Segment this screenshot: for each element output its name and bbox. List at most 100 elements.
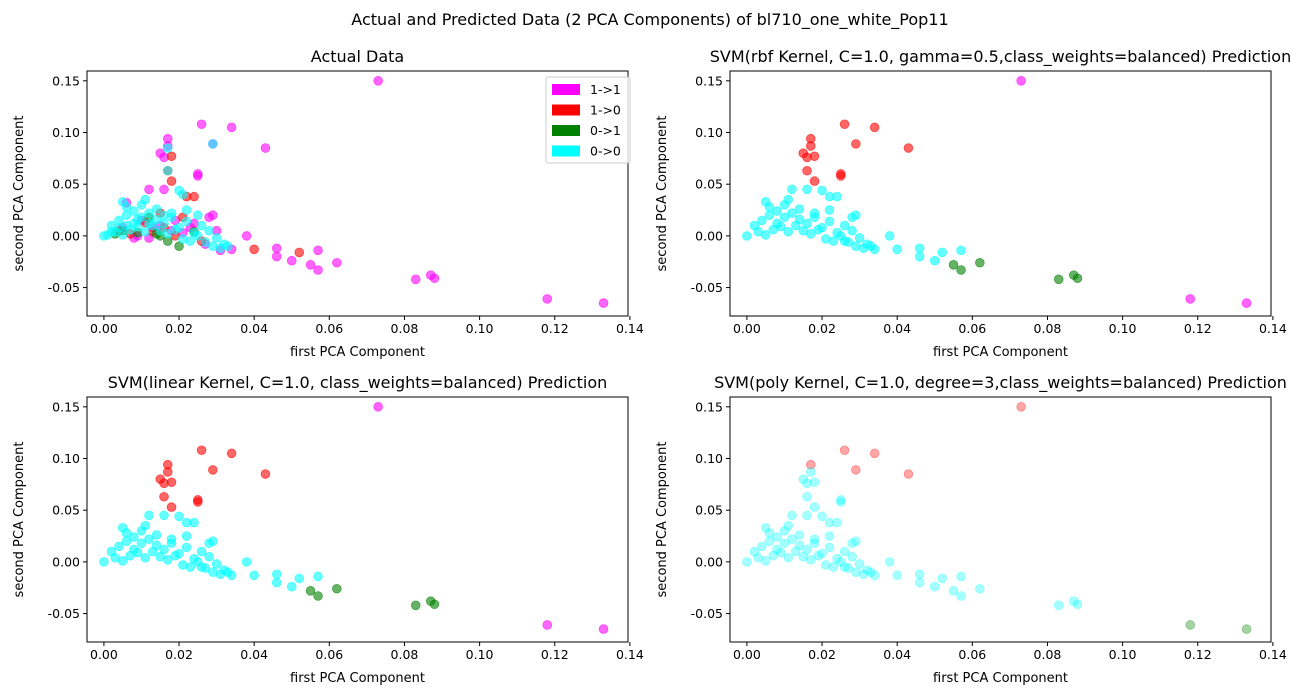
data-point-0-to-0 — [1053, 600, 1064, 611]
data-point-0-to-1 — [975, 257, 985, 268]
data-point-1-to-1 — [271, 251, 282, 262]
y-tick-label: 0.10 — [695, 125, 723, 140]
x-tick-label: 0.00 — [733, 321, 761, 336]
data-point-0-to-0 — [862, 565, 872, 575]
data-point-0-to-0 — [802, 184, 812, 195]
data-point-0-to-0 — [151, 530, 162, 540]
data-point-0-to-0 — [828, 562, 839, 572]
data-point-0-to-0 — [847, 538, 857, 549]
data-point-0-to-0 — [1068, 596, 1079, 606]
data-point-0-to-0 — [99, 557, 109, 567]
data-point-0-to-0 — [132, 547, 143, 558]
subplot-rbf-prediction: 0.00 0.02 0.04 0.06 0.08 0.10 0.12 0.14 -0.05 0.0… — [655, 47, 1291, 360]
data-point-0-to-0 — [208, 536, 218, 547]
data-point-0-to-0 — [185, 562, 196, 572]
data-point-1-to-0 — [839, 445, 850, 456]
data-point-0-to-1 — [410, 600, 421, 611]
y-tick-label: -0.05 — [48, 280, 80, 295]
legend-swatch — [552, 125, 580, 136]
data-point-0-to-0 — [839, 546, 850, 557]
data-point-0-to-0 — [144, 534, 154, 544]
data-point-1-to-0 — [208, 465, 218, 475]
data-point-1-to-0 — [166, 477, 177, 488]
data-point-1-to-0 — [869, 448, 880, 459]
y-tick-label: 0.05 — [695, 177, 723, 192]
data-point-0-to-0 — [787, 208, 797, 218]
data-point-0-to-0 — [159, 210, 169, 221]
x-axis-label: first PCA Component — [933, 345, 1068, 360]
x-tick-label: 0.06 — [315, 647, 343, 662]
x-tick-label: 0.10 — [466, 647, 494, 662]
data-point-0-to-0 — [854, 559, 865, 569]
data-point-0-to-0 — [805, 229, 816, 239]
data-point-0-to-0 — [813, 550, 824, 561]
data-point-0-to-0 — [847, 225, 857, 236]
data-point-0-to-0 — [858, 569, 869, 580]
data-point-0-to-0 — [802, 478, 812, 489]
data-point-0-to-0 — [798, 551, 809, 562]
data-point-1-to-1 — [598, 298, 609, 308]
plot-frame — [729, 396, 1272, 643]
y-tick-label: 0.05 — [52, 177, 80, 192]
data-point-0-to-0 — [839, 220, 850, 231]
data-point-0-to-0 — [760, 230, 771, 240]
data-point-0-to-0 — [144, 218, 154, 229]
data-point-0-to-0 — [843, 563, 854, 573]
data-point-0-to-0 — [790, 546, 801, 557]
data-point-0-to-0 — [99, 231, 109, 241]
legend-label: 0->0 — [590, 144, 621, 159]
y-tick-label: 0.00 — [695, 228, 723, 243]
data-point-0-to-1 — [956, 265, 966, 275]
data-point-0-to-0 — [196, 220, 207, 231]
data-point-1-to-1 — [286, 255, 297, 266]
data-point-0-to-0 — [866, 241, 876, 252]
data-point-1-to-0 — [851, 139, 861, 149]
data-point-0-to-0 — [181, 542, 192, 553]
subplot-actual-data: 0.00 0.02 0.04 0.06 0.08 0.10 0.12 0.14 -0.05 0.0… — [12, 47, 644, 360]
data-point-1-to-1 — [144, 184, 154, 195]
x-tick-label: 0.12 — [541, 647, 569, 662]
y-axis-label: second PCA Component — [655, 442, 670, 598]
data-point-0-to-0 — [929, 581, 940, 592]
data-point-0-to-0 — [824, 542, 835, 553]
data-point-0-to-0 — [914, 569, 925, 580]
data-point-0-to-0 — [956, 245, 966, 256]
data-point-0-to-0 — [809, 208, 820, 218]
y-tick-label: -0.05 — [691, 280, 723, 295]
data-point-0-to-0 — [794, 540, 805, 551]
data-point-0-to-0 — [140, 552, 151, 563]
y-axis-label: second PCA Component — [12, 116, 27, 272]
legend-label: 1->1 — [590, 82, 621, 97]
y-tick-label: 0.10 — [695, 451, 723, 466]
x-tick-label: 0.10 — [1109, 647, 1137, 662]
data-point-1-to-1 — [204, 212, 214, 223]
data-point-0-to-0 — [813, 224, 824, 235]
data-point-0-to-0 — [114, 222, 124, 233]
plot-frame — [86, 396, 629, 643]
data-point-0-to-0 — [249, 570, 259, 581]
data-point-1-to-1 — [196, 119, 207, 130]
plot-frame — [729, 70, 1272, 317]
data-point-0-to-0 — [787, 510, 797, 521]
x-tick-label: 0.02 — [808, 647, 836, 662]
x-tick-label: 0.04 — [240, 647, 268, 662]
data-point-0-to-0 — [914, 577, 925, 588]
data-point-0-to-0 — [854, 233, 865, 243]
data-point-1-to-1 — [373, 402, 383, 412]
y-tick-label: 0.15 — [52, 399, 80, 414]
data-point-1-to-1 — [193, 171, 203, 181]
data-point-0-to-0 — [129, 206, 139, 216]
data-point-1-to-1 — [542, 620, 553, 630]
data-point-0-to-0 — [151, 204, 162, 214]
x-tick-label: 0.00 — [733, 647, 761, 662]
data-point-1-to-0 — [159, 491, 169, 502]
data-point-0-to-0 — [779, 538, 790, 549]
data-point-0-to-0 — [836, 495, 846, 505]
data-point-0-to-0 — [817, 511, 827, 522]
data-point-0-to-0 — [178, 189, 188, 200]
x-tick-label: 0.04 — [883, 321, 911, 336]
data-point-1-to-0 — [260, 469, 271, 479]
data-point-1-to-1 — [410, 274, 421, 285]
subplot-title: SVM(rbf Kernel, C=1.0, gamma=0.5,class_w… — [710, 47, 1291, 67]
